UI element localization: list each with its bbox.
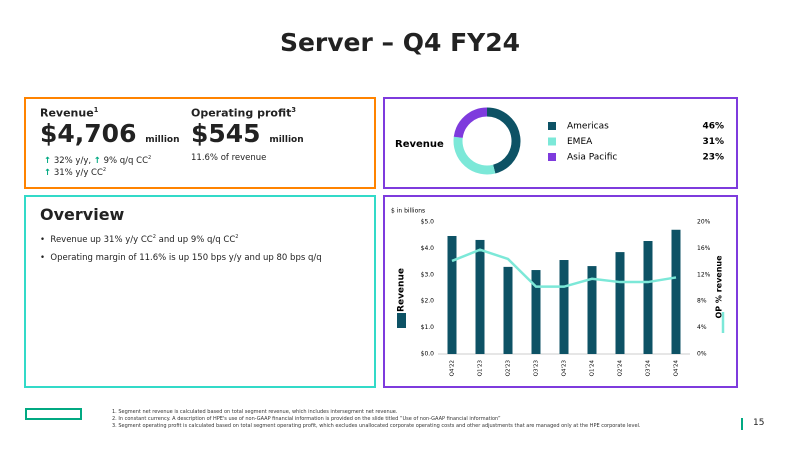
growth-text: 31% y/y CC: [53, 167, 103, 178]
y2-tick-label: 0%: [697, 351, 707, 358]
unit: million: [269, 135, 304, 145]
legend-swatch: [548, 153, 556, 161]
kpi-value: $4,706 million: [40, 119, 180, 148]
slide-title: Server – Q4 FY24: [279, 28, 521, 57]
overview-title: Overview: [40, 205, 125, 224]
legend-label: EMEA: [567, 137, 593, 147]
bar: [559, 260, 569, 354]
axis-title: OP % revenue: [715, 255, 724, 319]
x-tick-label: Q2'23: [506, 360, 512, 377]
note: 2: [152, 234, 156, 240]
footnote-number: 2.: [112, 416, 117, 422]
pie-chart: Revenue Americas 46% EMEA 31% Asia Pacific 23…: [395, 107, 724, 175]
y2-tick-label: 16%: [697, 245, 711, 252]
legend-label: Americas: [567, 122, 609, 132]
kpi-detail: 11.6% of revenue: [191, 153, 267, 163]
footnotes: 1. Segment net revenue is calculated bas…: [112, 409, 641, 430]
page-number: 15: [753, 418, 765, 428]
x-tick-label: Q4'23: [562, 360, 568, 377]
x-tick-label: Q3'23: [534, 360, 540, 377]
footnote-number: 3.: [112, 423, 117, 429]
axis-title: Revenue: [397, 268, 407, 312]
legend-swatch: [548, 122, 556, 130]
mix-box: [383, 97, 738, 189]
x-tick-label: Q1'24: [590, 360, 596, 377]
footnote: 2. In constant currency. A description o…: [112, 416, 641, 423]
value-label: 23%: [702, 153, 724, 163]
bar: [447, 235, 457, 354]
value: $4,706: [40, 119, 137, 148]
pie-slice: [453, 136, 496, 175]
y-tick-label: $3.0: [421, 271, 435, 278]
chart-box: [383, 195, 738, 388]
value-label: 46%: [702, 122, 724, 132]
line: [451, 248, 677, 288]
y2-tick-label: 12%: [697, 271, 711, 278]
kpi-label: Operating profit3: [191, 106, 296, 120]
text: Operating margin of 11.6% is up 150 bps …: [50, 253, 322, 263]
note: 1: [93, 106, 99, 114]
x-tick-label: Q2'24: [618, 360, 624, 377]
footnote-text: Segment net revenue is calculated based …: [118, 409, 398, 415]
text: Revenue up 31% y/y CC: [50, 234, 153, 245]
x-tick-label: Q4'24: [674, 360, 680, 377]
x-tick-label: Q3'24: [646, 360, 652, 377]
chart-subtitle: $ in billions: [391, 208, 425, 215]
y-tick-label: $0.0: [421, 351, 435, 358]
value: $545: [191, 119, 261, 148]
footnote: 3. Segment operating profit is calculate…: [112, 423, 641, 430]
divider: [741, 418, 743, 430]
growth: ↑ 31% y/y CC2: [44, 167, 107, 178]
x-tick-label: Q1'23: [478, 360, 484, 377]
kpi-box: [24, 97, 376, 189]
label: Revenue: [40, 106, 94, 120]
note: 2: [235, 234, 239, 240]
combo-chart: $ in billions $0.0 $1.0 $2.0 $3.0 $4.0 $5.0 0%…: [391, 208, 725, 377]
growth: ↑ 32% y/y, ↑ 9% q/q CC2: [44, 155, 152, 166]
label: Operating profit: [191, 106, 292, 120]
unit: million: [145, 135, 180, 145]
y-tick-label: $5.0: [421, 219, 435, 226]
bar: [531, 270, 541, 354]
bar: [615, 252, 625, 354]
bar: [475, 239, 485, 354]
y-tick-label: $1.0: [421, 324, 435, 331]
logo: [25, 408, 82, 420]
growth-text: 32% y/y,: [53, 155, 92, 166]
bar: [671, 229, 681, 354]
footnote: 1. Segment net revenue is calculated bas…: [112, 409, 641, 416]
legend-swatch: [548, 137, 556, 146]
growth-text: 9% q/q CC: [103, 155, 149, 166]
y2-tick-label: 8%: [697, 298, 707, 305]
legend-swatch: [397, 313, 406, 328]
footnote-text: In constant currency. A description of H…: [118, 416, 501, 422]
x-tick-label: Q4'22: [450, 360, 456, 376]
y-tick-label: $2.0: [421, 298, 435, 305]
pie-slice: [453, 107, 488, 139]
footnote-text: Segment operating profit is calculated b…: [118, 423, 641, 429]
note: 3: [291, 106, 296, 114]
bar: [587, 266, 597, 354]
y2-tick-label: 4%: [697, 324, 707, 331]
bullet: • Revenue up 31% y/y CC2 and up 9% q/q C…: [40, 234, 239, 245]
overview-box: [24, 195, 376, 388]
note: 2: [102, 167, 107, 173]
bullet: • Operating margin of 11.6% is up 150 bp…: [40, 253, 322, 263]
bar: [503, 266, 513, 354]
footnote-number: 1.: [112, 409, 117, 415]
text: and up 9% q/q CC: [155, 234, 236, 245]
note: 2: [148, 155, 152, 161]
y-tick-label: $4.0: [421, 245, 435, 252]
y2-tick-label: 20%: [697, 219, 711, 226]
legend-label: Asia Pacific: [567, 153, 617, 163]
bar: [643, 241, 653, 354]
kpi-value: $545 million: [191, 119, 304, 148]
value-label: 31%: [702, 137, 724, 147]
kpi-label: Revenue1: [40, 106, 98, 120]
pie-title: Revenue: [395, 139, 444, 150]
pie-slice: [486, 107, 521, 174]
